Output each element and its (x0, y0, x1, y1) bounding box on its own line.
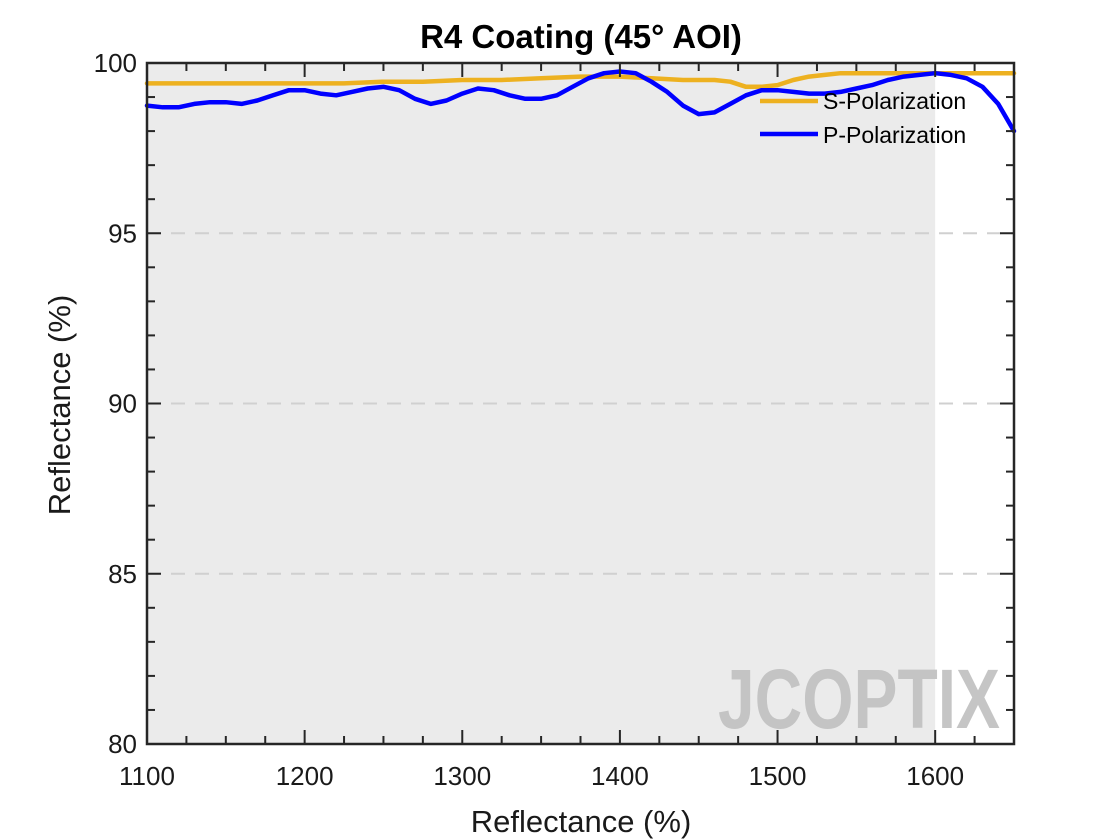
jcoptix-watermark: JCOPTIX (718, 652, 1000, 746)
legend-label-s-polarization: S-Polarization (823, 88, 966, 114)
y-tick-labels: 80 85 90 95 100 (94, 48, 137, 759)
series-group (144, 69, 1017, 134)
x-axis-title: Reflectance (%) (471, 804, 692, 839)
y-tick-label-80: 80 (108, 729, 137, 759)
x-tick-label-1400: 1400 (591, 761, 649, 791)
y-tick-label-85: 85 (108, 559, 137, 589)
x-tick-label-1200: 1200 (276, 761, 334, 791)
x-tick-label-1100: 1100 (119, 761, 175, 791)
y-tick-label-90: 90 (108, 389, 137, 419)
legend: S-Polarization P-Polarization (760, 88, 966, 148)
x-tick-label-1500: 1500 (749, 761, 807, 791)
series-line-s-polarization (144, 70, 1017, 90)
y-tick-label-100: 100 (94, 48, 137, 78)
x-tick-label-1600: 1600 (906, 761, 964, 791)
legend-label-p-polarization: P-Polarization (823, 122, 966, 148)
axis-ticks (146, 62, 1015, 745)
watermark-text: JCOPTIX (718, 652, 1000, 746)
x-tick-label-1300: 1300 (433, 761, 491, 791)
chart-title: R4 Coating (45° AOI) (420, 18, 742, 55)
y-axis-title: Reflectance (%) (42, 295, 77, 516)
series-line-p-polarization (144, 69, 1017, 134)
x-tick-labels: 1100 1200 1300 1400 1500 1600 (119, 761, 964, 791)
y-tick-label-95: 95 (108, 218, 137, 248)
grid-lines (147, 232, 1014, 575)
